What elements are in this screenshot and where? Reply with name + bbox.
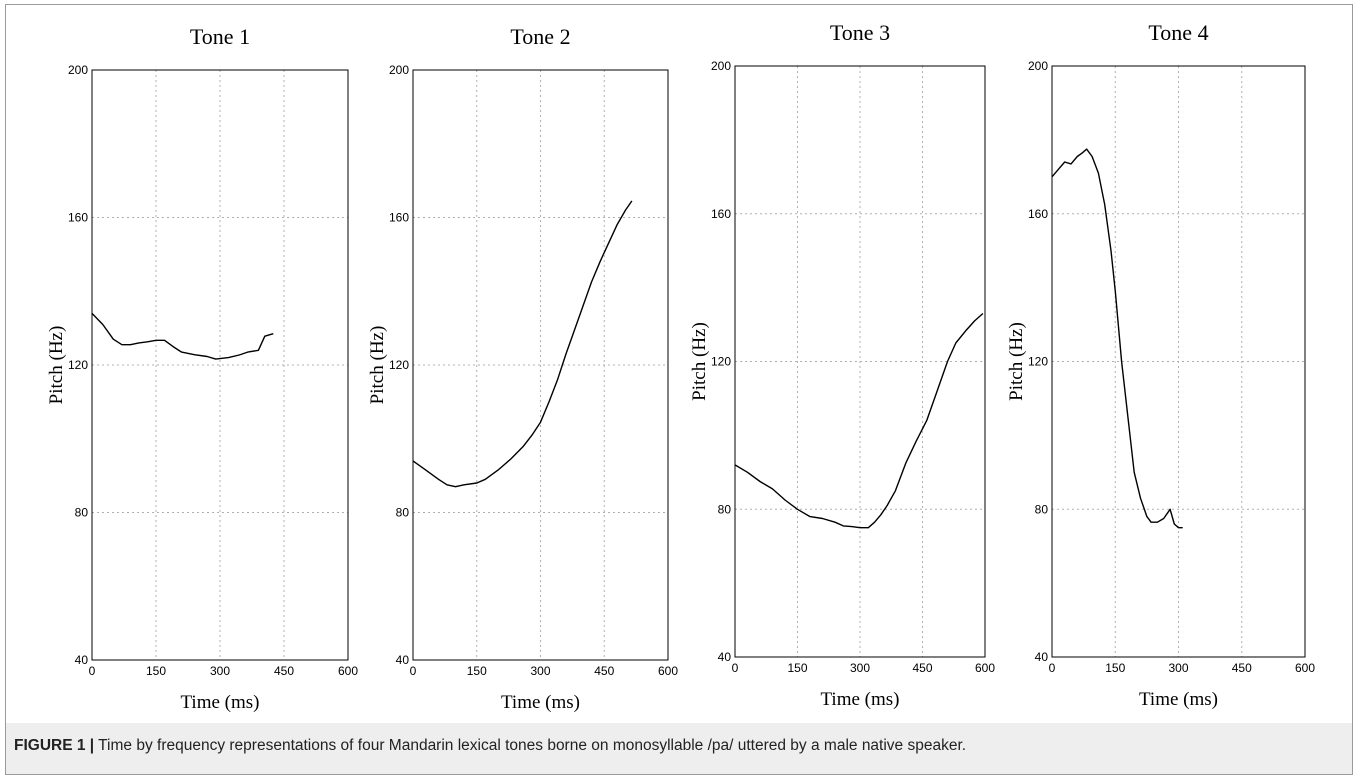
x-axis-label: Time (ms) <box>820 689 899 710</box>
x-tick-label: 450 <box>274 664 294 678</box>
plot-frame <box>1051 65 1306 658</box>
x-tick-label: 600 <box>338 664 358 678</box>
y-axis-label: Pitch (Hz) <box>367 326 388 405</box>
y-tick-label: 160 <box>1028 207 1048 221</box>
caption-label: FIGURE 1 | <box>14 737 95 754</box>
x-tick-label: 150 <box>1105 661 1125 675</box>
x-tick-label: 150 <box>146 664 166 678</box>
figure-caption: FIGURE 1 | Time by frequency representat… <box>14 737 1334 755</box>
x-tick-label: 600 <box>975 661 995 675</box>
pitch-contour-line <box>1051 148 1183 529</box>
y-tick-label: 80 <box>1035 502 1049 516</box>
x-axis-label: Time (ms) <box>1139 689 1218 710</box>
y-tick-label: 40 <box>75 653 89 667</box>
y-axis-label: Pitch (Hz) <box>46 326 67 405</box>
y-tick-label: 200 <box>711 59 731 73</box>
y-tick-label: 80 <box>718 502 732 516</box>
x-tick-label: 450 <box>594 664 614 678</box>
tone-panel-3: 0 150 300 450 600 40 80 120 160 200 Tone 3 Time (ms… <box>689 20 995 710</box>
x-tick-label: 0 <box>410 664 417 678</box>
y-tick-label: 80 <box>396 506 410 520</box>
tone-panel-1: 0 150 300 450 600 40 80 120 160 200 Tone 1 Time (ms… <box>46 24 358 713</box>
chart-title: Tone 2 <box>510 24 570 49</box>
plot-frame <box>91 69 349 661</box>
x-tick-label: 300 <box>210 664 230 678</box>
x-tick-label: 600 <box>1295 661 1315 675</box>
chart-title: Tone 3 <box>830 20 890 45</box>
x-tick-label: 450 <box>1232 661 1252 675</box>
y-tick-label: 160 <box>68 211 88 225</box>
x-tick-label: 0 <box>732 661 739 675</box>
y-tick-label: 120 <box>68 358 88 372</box>
x-tick-label: 300 <box>530 664 550 678</box>
y-tick-label: 40 <box>718 650 732 664</box>
caption-text: Time by frequency representations of fou… <box>94 737 967 754</box>
tone-panel-2: 0 150 300 450 600 40 80 120 160 200 Tone 2 Time (ms… <box>367 24 678 713</box>
x-tick-label: 300 <box>1168 661 1188 675</box>
y-tick-label: 120 <box>711 355 731 369</box>
x-tick-label: 150 <box>467 664 487 678</box>
y-tick-label: 200 <box>1028 59 1048 73</box>
x-tick-label: 150 <box>787 661 807 675</box>
x-axis-label: Time (ms) <box>501 692 580 713</box>
plot-frame <box>412 69 669 661</box>
caption-bar <box>6 723 1352 774</box>
y-axis-label: Pitch (Hz) <box>1006 322 1027 401</box>
y-tick-label: 160 <box>389 211 409 225</box>
x-axis-label: Time (ms) <box>180 692 259 713</box>
plot-frame <box>734 65 986 658</box>
pitch-contour-line <box>734 312 984 529</box>
y-tick-label: 120 <box>389 358 409 372</box>
pitch-contour-line <box>412 200 633 488</box>
y-tick-label: 200 <box>389 63 409 77</box>
chart-title: Tone 4 <box>1148 20 1208 45</box>
chart-title: Tone 1 <box>190 24 250 49</box>
y-tick-label: 40 <box>1035 650 1049 664</box>
y-tick-label: 40 <box>396 653 410 667</box>
x-tick-label: 0 <box>89 664 96 678</box>
figure-frame <box>5 4 1353 775</box>
y-tick-label: 80 <box>75 506 89 520</box>
x-tick-label: 0 <box>1049 661 1056 675</box>
pitch-contour-line <box>91 312 274 360</box>
y-tick-label: 120 <box>1028 355 1048 369</box>
tone-panel-4: 0 150 300 450 600 40 80 120 160 200 Tone 4 Time (ms… <box>1006 20 1315 710</box>
y-tick-label: 160 <box>711 207 731 221</box>
x-tick-label: 300 <box>850 661 870 675</box>
y-tick-label: 200 <box>68 63 88 77</box>
x-tick-label: 600 <box>658 664 678 678</box>
x-tick-label: 450 <box>912 661 932 675</box>
y-axis-label: Pitch (Hz) <box>689 322 710 401</box>
